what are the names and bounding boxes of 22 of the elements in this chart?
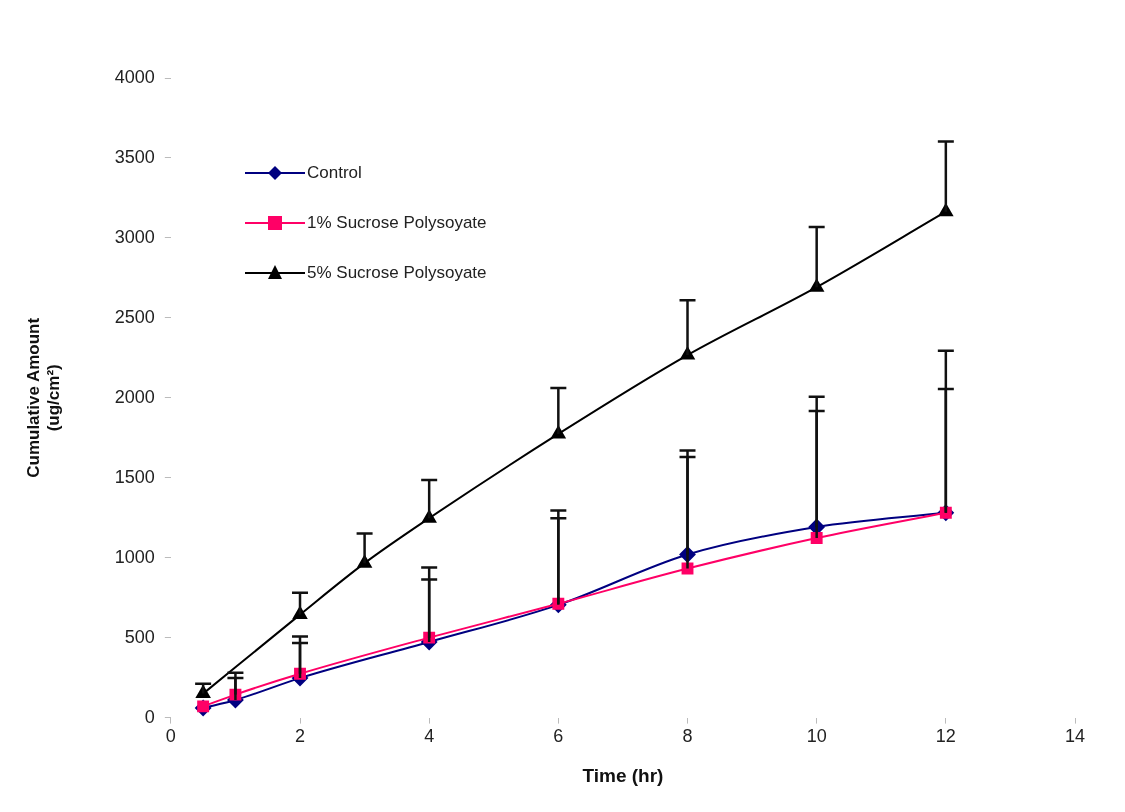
y-tick-label: 2500	[114, 306, 155, 327]
x-tick-label: 2	[295, 726, 306, 747]
x-tick-label: 8	[682, 726, 693, 747]
legend-label: 1% Sucrose Polysoyate	[307, 213, 487, 233]
y-tick-label: 1000	[114, 546, 155, 567]
y-tick-label: 3000	[114, 226, 155, 247]
x-tick-label: 0	[165, 726, 176, 747]
y-tick-label: 3500	[114, 146, 155, 167]
x-tick-label: 14	[1064, 726, 1086, 747]
y-axis-title: Cumulative Amount (ug/cm²)	[23, 317, 64, 478]
x-tick-label: 4	[424, 726, 435, 747]
y-tick-label: 2000	[114, 386, 155, 407]
y-tick-label: 4000	[114, 66, 155, 87]
x-tick-label: 10	[806, 726, 827, 747]
x-tick-label: 12	[935, 726, 956, 747]
x-tick-label: 6	[553, 726, 564, 747]
y-tick-label: 1500	[114, 466, 155, 487]
legend-label: Control	[307, 163, 362, 183]
y-tick-label: 0	[144, 706, 155, 727]
legend-label: 5% Sucrose Polysoyate	[307, 263, 487, 283]
y-tick-label: 500	[124, 626, 155, 647]
x-axis-title: Time (hr)	[582, 764, 664, 786]
